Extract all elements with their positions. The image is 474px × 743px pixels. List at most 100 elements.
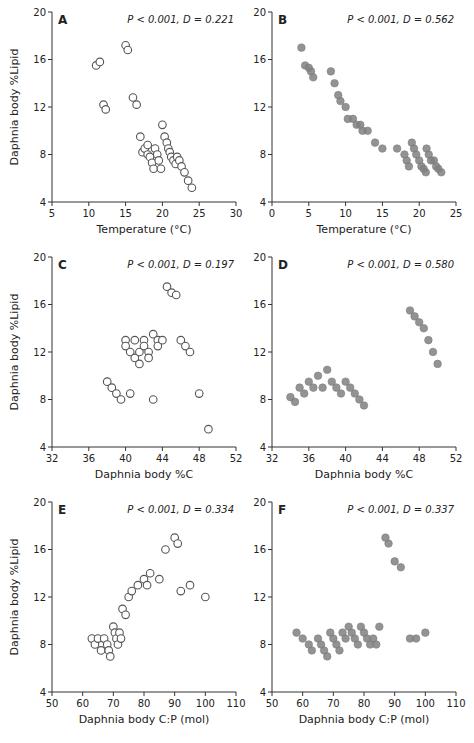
x-tick bbox=[236, 447, 237, 451]
stat-annotation: P < 0.001, D = 0.562 bbox=[347, 14, 454, 25]
point bbox=[291, 398, 299, 406]
point bbox=[205, 425, 213, 433]
y-tick bbox=[48, 107, 52, 108]
x-tick-label: 36 bbox=[302, 453, 315, 464]
x-tick bbox=[125, 447, 126, 451]
x-tick bbox=[205, 692, 206, 696]
x-tick bbox=[236, 692, 237, 696]
point bbox=[420, 324, 428, 332]
x-tick bbox=[52, 447, 53, 451]
x-tick bbox=[333, 692, 334, 696]
y-tick-label: 8 bbox=[40, 394, 46, 405]
x-tick-label: 44 bbox=[376, 453, 389, 464]
point bbox=[102, 106, 110, 114]
x-axis-label: Temperature (°C) bbox=[96, 223, 192, 236]
x-tick bbox=[88, 447, 89, 451]
point bbox=[405, 163, 413, 171]
x-tick-label: 70 bbox=[327, 698, 340, 709]
point bbox=[293, 629, 301, 637]
x-tick bbox=[272, 692, 273, 696]
x-axis-label: Daphnia body %C bbox=[315, 468, 414, 481]
x-tick-label: 50 bbox=[266, 698, 279, 709]
point bbox=[337, 97, 345, 105]
y-tick bbox=[48, 549, 52, 550]
y-tick-label: 20 bbox=[253, 7, 266, 18]
panel: 051015202548121620Temperature (°C)BP < 0… bbox=[253, 7, 462, 237]
stat-annotation: P < 0.001, D = 0.221 bbox=[127, 14, 234, 25]
point bbox=[186, 581, 194, 589]
y-tick bbox=[268, 154, 272, 155]
y-tick bbox=[268, 644, 272, 645]
x-tick-label: 5 bbox=[49, 208, 55, 219]
x-axis-label: Daphnia body %C bbox=[95, 468, 194, 481]
point bbox=[149, 396, 157, 404]
point bbox=[122, 611, 130, 619]
x-tick-label: 0 bbox=[269, 208, 275, 219]
point bbox=[434, 360, 442, 368]
y-tick bbox=[268, 447, 272, 448]
points bbox=[103, 283, 212, 433]
point bbox=[184, 177, 192, 185]
panel-label: B bbox=[278, 13, 287, 27]
x-tick-label: 40 bbox=[339, 453, 352, 464]
x-tick bbox=[345, 447, 346, 451]
x-tick bbox=[382, 202, 383, 206]
point bbox=[422, 169, 430, 177]
y-tick bbox=[48, 12, 52, 13]
x-tick-label: 15 bbox=[376, 208, 389, 219]
point bbox=[298, 44, 306, 52]
y-tick bbox=[48, 502, 52, 503]
x-tick bbox=[52, 202, 53, 206]
panel-label: D bbox=[278, 258, 288, 272]
y-tick bbox=[48, 304, 52, 305]
y-tick bbox=[48, 692, 52, 693]
x-tick bbox=[419, 447, 420, 451]
y-tick-label: 4 bbox=[260, 197, 266, 208]
point bbox=[131, 336, 139, 344]
x-tick-label: 50 bbox=[46, 698, 59, 709]
y-tick-label: 20 bbox=[253, 252, 266, 263]
x-tick-label: 60 bbox=[76, 698, 89, 709]
point bbox=[155, 157, 163, 165]
x-tick bbox=[272, 447, 273, 451]
panel-label: E bbox=[58, 503, 66, 517]
y-tick-label: 12 bbox=[253, 592, 266, 603]
x-tick bbox=[456, 202, 457, 206]
x-axis-label: Temperature (°C) bbox=[316, 223, 412, 236]
x-axis-label: Daphnia body C:P (mol) bbox=[299, 713, 430, 726]
point bbox=[371, 139, 379, 147]
x-tick bbox=[125, 202, 126, 206]
point bbox=[97, 647, 105, 655]
point bbox=[174, 540, 182, 548]
x-tick-label: 90 bbox=[168, 698, 181, 709]
x-tick bbox=[308, 447, 309, 451]
y-tick bbox=[268, 502, 272, 503]
y-tick-label: 8 bbox=[40, 639, 46, 650]
point bbox=[156, 575, 164, 583]
panel: 32364044485248121620Daphnia body %CDP < … bbox=[253, 252, 462, 482]
x-tick bbox=[364, 692, 365, 696]
x-tick-label: 25 bbox=[450, 208, 463, 219]
y-tick bbox=[48, 59, 52, 60]
x-tick-label: 100 bbox=[416, 698, 435, 709]
y-tick bbox=[268, 107, 272, 108]
y-tick bbox=[268, 257, 272, 258]
y-tick-label: 16 bbox=[33, 544, 46, 555]
stat-annotation: P < 0.001, D = 0.337 bbox=[347, 504, 454, 515]
point bbox=[300, 390, 308, 398]
x-tick-label: 40 bbox=[119, 453, 132, 464]
y-tick-label: 12 bbox=[33, 347, 46, 358]
point bbox=[133, 101, 141, 109]
x-tick-label: 25 bbox=[193, 208, 206, 219]
y-tick bbox=[268, 202, 272, 203]
points bbox=[92, 41, 195, 191]
x-axis-line bbox=[272, 447, 456, 448]
y-axis-label: Daphnia body %Lipid bbox=[8, 49, 21, 166]
y-tick bbox=[48, 597, 52, 598]
x-tick bbox=[174, 692, 175, 696]
x-tick-label: 70 bbox=[107, 698, 120, 709]
point bbox=[299, 635, 307, 643]
x-tick-label: 20 bbox=[413, 208, 426, 219]
y-tick-label: 4 bbox=[40, 442, 46, 453]
x-tick bbox=[162, 447, 163, 451]
